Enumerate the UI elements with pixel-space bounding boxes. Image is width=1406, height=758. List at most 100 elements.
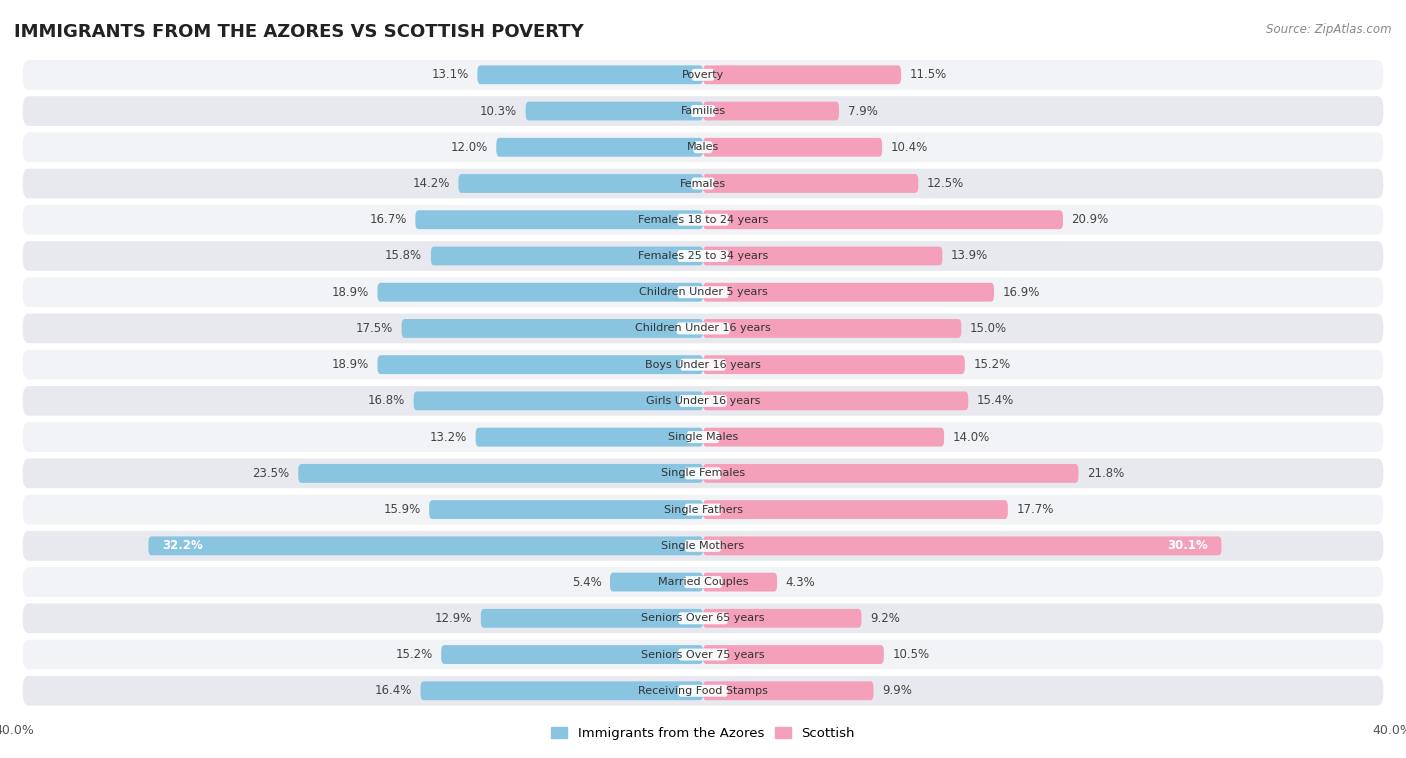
FancyBboxPatch shape	[22, 603, 1384, 633]
Text: 9.2%: 9.2%	[870, 612, 900, 625]
Text: 18.9%: 18.9%	[332, 286, 368, 299]
Text: 12.0%: 12.0%	[450, 141, 488, 154]
FancyBboxPatch shape	[703, 138, 882, 157]
Text: 11.5%: 11.5%	[910, 68, 946, 81]
Text: 20.9%: 20.9%	[1071, 213, 1109, 226]
FancyBboxPatch shape	[703, 356, 965, 374]
FancyBboxPatch shape	[703, 537, 1222, 556]
FancyBboxPatch shape	[22, 168, 1384, 199]
Text: Single Fathers: Single Fathers	[664, 505, 742, 515]
FancyBboxPatch shape	[685, 468, 721, 479]
FancyBboxPatch shape	[22, 495, 1384, 525]
FancyBboxPatch shape	[22, 459, 1384, 488]
FancyBboxPatch shape	[22, 205, 1384, 234]
Text: Married Couples: Married Couples	[658, 577, 748, 587]
FancyBboxPatch shape	[683, 576, 723, 588]
Legend: Immigrants from the Azores, Scottish: Immigrants from the Azores, Scottish	[546, 722, 860, 745]
FancyBboxPatch shape	[429, 500, 703, 519]
Text: 13.2%: 13.2%	[430, 431, 467, 443]
FancyBboxPatch shape	[22, 277, 1384, 307]
Text: 30.1%: 30.1%	[1167, 540, 1208, 553]
FancyBboxPatch shape	[22, 531, 1384, 561]
FancyBboxPatch shape	[149, 537, 703, 556]
FancyBboxPatch shape	[703, 609, 862, 628]
Text: 12.9%: 12.9%	[434, 612, 472, 625]
FancyBboxPatch shape	[526, 102, 703, 121]
Text: Boys Under 16 years: Boys Under 16 years	[645, 360, 761, 370]
FancyBboxPatch shape	[703, 210, 1063, 229]
FancyBboxPatch shape	[678, 612, 728, 625]
FancyBboxPatch shape	[413, 391, 703, 410]
FancyBboxPatch shape	[377, 356, 703, 374]
Text: 16.8%: 16.8%	[368, 394, 405, 407]
Text: 16.7%: 16.7%	[370, 213, 406, 226]
Text: 7.9%: 7.9%	[848, 105, 877, 117]
Text: Single Females: Single Females	[661, 468, 745, 478]
FancyBboxPatch shape	[685, 540, 721, 552]
Text: 9.9%: 9.9%	[882, 684, 912, 697]
FancyBboxPatch shape	[686, 431, 720, 443]
Text: 23.5%: 23.5%	[253, 467, 290, 480]
FancyBboxPatch shape	[22, 314, 1384, 343]
FancyBboxPatch shape	[678, 287, 728, 298]
FancyBboxPatch shape	[678, 250, 728, 262]
Text: Seniors Over 75 years: Seniors Over 75 years	[641, 650, 765, 659]
FancyBboxPatch shape	[703, 572, 778, 591]
FancyBboxPatch shape	[703, 500, 1008, 519]
FancyBboxPatch shape	[703, 464, 1078, 483]
FancyBboxPatch shape	[693, 141, 713, 153]
FancyBboxPatch shape	[481, 609, 703, 628]
FancyBboxPatch shape	[703, 102, 839, 121]
Text: 16.9%: 16.9%	[1002, 286, 1040, 299]
Text: Females 18 to 24 years: Females 18 to 24 years	[638, 215, 768, 224]
FancyBboxPatch shape	[475, 428, 703, 446]
Text: Girls Under 16 years: Girls Under 16 years	[645, 396, 761, 406]
Text: Families: Families	[681, 106, 725, 116]
Text: 17.5%: 17.5%	[356, 322, 392, 335]
FancyBboxPatch shape	[22, 241, 1384, 271]
FancyBboxPatch shape	[676, 322, 730, 334]
FancyBboxPatch shape	[703, 319, 962, 338]
FancyBboxPatch shape	[703, 391, 969, 410]
Text: Females: Females	[681, 178, 725, 189]
Text: Poverty: Poverty	[682, 70, 724, 80]
FancyBboxPatch shape	[402, 319, 703, 338]
FancyBboxPatch shape	[678, 649, 728, 660]
Text: Single Mothers: Single Mothers	[661, 541, 745, 551]
Text: 5.4%: 5.4%	[572, 575, 602, 588]
FancyBboxPatch shape	[703, 283, 994, 302]
Text: Receiving Food Stamps: Receiving Food Stamps	[638, 686, 768, 696]
Text: 14.0%: 14.0%	[953, 431, 990, 443]
Text: 14.2%: 14.2%	[412, 177, 450, 190]
FancyBboxPatch shape	[610, 572, 703, 591]
Text: 10.5%: 10.5%	[893, 648, 929, 661]
FancyBboxPatch shape	[692, 69, 714, 81]
FancyBboxPatch shape	[496, 138, 703, 157]
FancyBboxPatch shape	[22, 422, 1384, 452]
FancyBboxPatch shape	[22, 133, 1384, 162]
FancyBboxPatch shape	[703, 428, 945, 446]
Text: 15.2%: 15.2%	[395, 648, 433, 661]
FancyBboxPatch shape	[22, 386, 1384, 416]
Text: 15.9%: 15.9%	[384, 503, 420, 516]
FancyBboxPatch shape	[22, 640, 1384, 669]
FancyBboxPatch shape	[685, 503, 721, 515]
Text: Children Under 16 years: Children Under 16 years	[636, 324, 770, 334]
Text: 18.9%: 18.9%	[332, 359, 368, 371]
Text: Males: Males	[688, 143, 718, 152]
Text: Children Under 5 years: Children Under 5 years	[638, 287, 768, 297]
FancyBboxPatch shape	[298, 464, 703, 483]
FancyBboxPatch shape	[458, 174, 703, 193]
FancyBboxPatch shape	[22, 96, 1384, 126]
Text: IMMIGRANTS FROM THE AZORES VS SCOTTISH POVERTY: IMMIGRANTS FROM THE AZORES VS SCOTTISH P…	[14, 23, 583, 41]
Text: Single Males: Single Males	[668, 432, 738, 442]
Text: Seniors Over 65 years: Seniors Over 65 years	[641, 613, 765, 623]
FancyBboxPatch shape	[690, 105, 716, 117]
Text: 13.9%: 13.9%	[950, 249, 988, 262]
FancyBboxPatch shape	[22, 350, 1384, 380]
FancyBboxPatch shape	[679, 395, 727, 407]
Text: 16.4%: 16.4%	[374, 684, 412, 697]
FancyBboxPatch shape	[703, 65, 901, 84]
FancyBboxPatch shape	[703, 246, 942, 265]
FancyBboxPatch shape	[430, 246, 703, 265]
